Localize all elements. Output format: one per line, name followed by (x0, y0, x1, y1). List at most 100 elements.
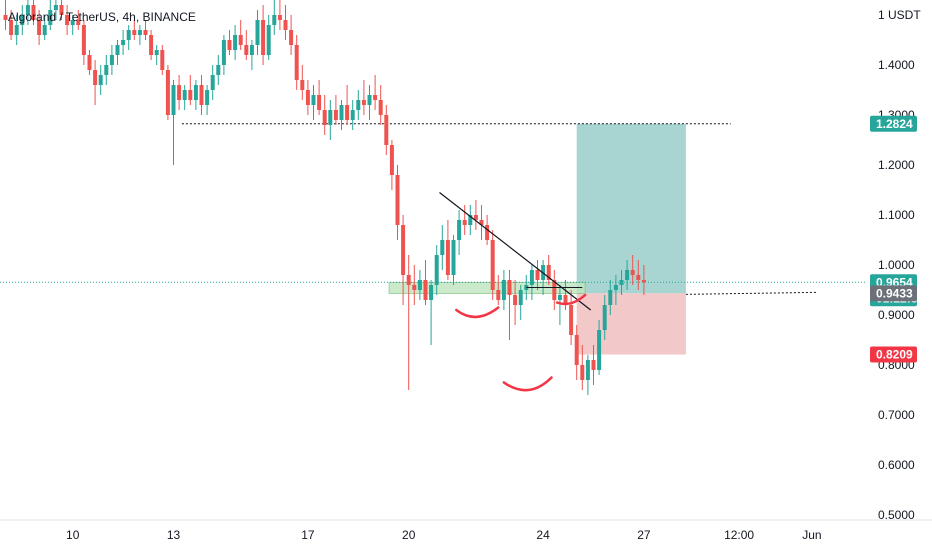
price-tick-label: 1.4000 (878, 58, 915, 72)
stop-zone (576, 293, 686, 355)
candle-body (199, 85, 204, 105)
candle-body (98, 75, 103, 85)
candle-body (121, 40, 126, 45)
candle-body (378, 100, 383, 115)
candle-body (65, 15, 70, 25)
candle-body (401, 225, 406, 275)
candle-body (641, 280, 646, 283)
candle-body (417, 280, 422, 290)
stop-price-tag-label: 0.8209 (876, 348, 913, 362)
candle-body (367, 95, 372, 105)
candle-body (518, 290, 523, 305)
price-axis[interactable] (866, 0, 932, 520)
candle-body (345, 105, 350, 120)
time-tick-label: 13 (167, 528, 181, 542)
price-tick-label: 1 USDT (878, 8, 921, 22)
candle-body (373, 95, 378, 100)
candle-body (333, 110, 338, 120)
candle-body (205, 90, 210, 105)
price-tick-label: 1.2000 (878, 158, 915, 172)
candle-body (261, 20, 266, 55)
candle-body (305, 90, 310, 105)
candle-body (283, 20, 288, 30)
candle-body (389, 145, 394, 175)
candle-body (233, 35, 238, 50)
candle-body (636, 275, 641, 280)
candle-body (328, 110, 333, 125)
candle-body (311, 95, 316, 105)
price-tick-label: 0.5000 (878, 508, 915, 522)
candle-body (137, 30, 142, 35)
candle-body (479, 220, 484, 225)
candle-body (535, 270, 540, 280)
candle-body (104, 65, 109, 75)
candle-body (557, 295, 562, 300)
candle-body (53, 5, 58, 10)
candle-body (87, 55, 92, 70)
drawings (439, 192, 592, 392)
candle-body (445, 240, 450, 275)
target-price-tag-bg (870, 115, 917, 132)
candle-body (70, 20, 75, 25)
price-tick-label: 0.6000 (878, 458, 915, 472)
candle-body (384, 115, 389, 145)
candle-body (457, 220, 462, 240)
time-tick-label: 10 (66, 528, 80, 542)
price-tick-label: 1.1000 (878, 208, 915, 222)
candle-body (9, 20, 14, 35)
candle-body (406, 275, 411, 285)
candle-body (434, 255, 439, 285)
time-axis-labels: 10 13 17 20 24 27 12:00 Jun (66, 528, 822, 542)
candle-body (423, 280, 428, 300)
candle-body (574, 335, 579, 365)
descending-trendline (439, 192, 592, 311)
entry-price-tag-bg (870, 285, 917, 302)
price-tick-label: 1.0000 (878, 258, 915, 272)
candle-body (490, 240, 495, 290)
candle-body (81, 25, 86, 55)
entry-dotted-line (685, 291, 818, 295)
candle-body (188, 90, 193, 100)
candle-body (350, 110, 355, 120)
candle-body (361, 100, 366, 105)
support-zone (388, 282, 586, 294)
candle-body (485, 225, 490, 240)
candle-body (42, 25, 47, 35)
candle-body (193, 85, 198, 100)
time-tick-label: 24 (536, 528, 550, 542)
candle-body (429, 285, 434, 300)
candle-body (154, 50, 159, 55)
price-tick-label: 0.7000 (878, 408, 915, 422)
candle-body (143, 30, 148, 35)
time-axis[interactable] (0, 520, 932, 550)
candle-body (356, 100, 361, 110)
candle-body (221, 40, 226, 65)
level-lines (0, 123, 866, 295)
candle-body (48, 10, 53, 25)
candle-body (496, 290, 501, 300)
candle-body (608, 290, 613, 305)
candle-body (300, 80, 305, 90)
candle-body (529, 270, 534, 285)
candle-body (149, 35, 154, 55)
candle-body (569, 305, 574, 335)
head-curve (502, 376, 553, 392)
candle-body (3, 15, 8, 20)
left-shoulder-curve (455, 306, 500, 319)
candle-body (630, 270, 635, 275)
time-tick-label: 17 (301, 528, 315, 542)
candle-body (132, 30, 137, 35)
candle-body (272, 15, 277, 25)
candle-body (249, 45, 254, 55)
candle-body (552, 280, 557, 300)
candle-body (171, 85, 176, 115)
candle-body (468, 215, 473, 225)
target-price-tag-label: 1.2824 (876, 117, 913, 131)
candle-body (210, 75, 215, 90)
candle-body (294, 45, 299, 80)
candle-body (395, 175, 400, 225)
candle-body (501, 280, 506, 300)
